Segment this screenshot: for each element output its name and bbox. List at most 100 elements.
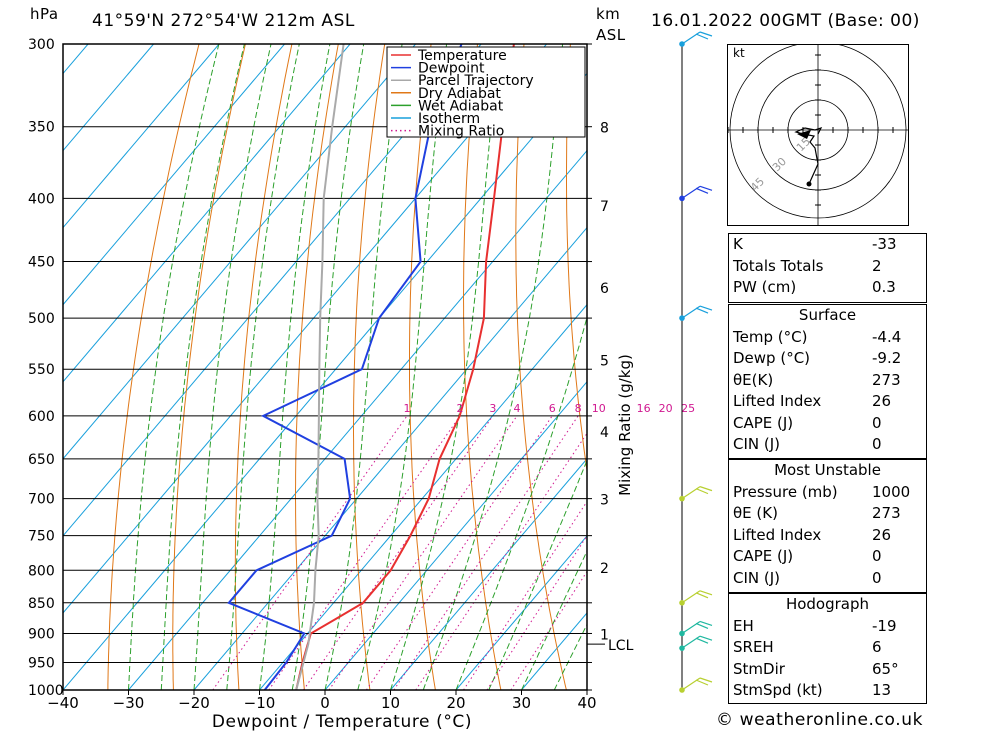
mu-cape-row: CAPE (J) 0 bbox=[729, 546, 926, 568]
most-unstable-table: Most Unstable Pressure (mb) 1000 θE (K) 27… bbox=[728, 459, 927, 593]
wind-barb bbox=[681, 620, 713, 634]
surface-theta-e-value: 273 bbox=[872, 370, 901, 389]
wet-adiabat-line bbox=[291, 44, 365, 690]
mu-cin-value: 0 bbox=[872, 568, 882, 587]
legend-entry: Isotherm bbox=[418, 111, 480, 127]
temperature-tick-label: 10 bbox=[381, 694, 400, 712]
pressure-tick-label: 650 bbox=[28, 452, 55, 468]
height-km-tick-label: 5 bbox=[600, 353, 609, 369]
isotherm-line bbox=[63, 44, 285, 306]
wet-adiabat-line bbox=[488, 459, 587, 690]
mu-li-label: Lifted Index bbox=[733, 525, 822, 544]
stmdir-row: StmDir 65° bbox=[729, 659, 926, 681]
mixing-ratio-line bbox=[303, 415, 494, 690]
mu-theta-e-label: θE (K) bbox=[733, 504, 778, 522]
dry-adiabat-line bbox=[295, 44, 339, 690]
surface-dewp-row: Dewp (°C) -9.2 bbox=[729, 348, 926, 370]
legend-entry: Temperature bbox=[417, 48, 507, 64]
stmspd-value: 13 bbox=[872, 681, 892, 699]
hodograph-unit: kt bbox=[733, 46, 745, 60]
pressure-tick-label: 500 bbox=[28, 311, 55, 327]
mu-theta-e-row: θE (K) 273 bbox=[729, 503, 926, 525]
wind-barb bbox=[681, 305, 713, 319]
temperature-tick-label: 30 bbox=[512, 694, 531, 712]
legend-box bbox=[386, 46, 586, 138]
mixing-ratio-line bbox=[365, 415, 553, 690]
mu-theta-e-value: 273 bbox=[872, 504, 901, 522]
surface-theta-e-row: θE(K) 273 bbox=[729, 370, 926, 392]
height-unit-label: km bbox=[596, 5, 621, 23]
pressure-tick-label: 600 bbox=[28, 409, 55, 425]
legend-entry: Dry Adiabat bbox=[418, 86, 501, 102]
dry-adiabat-line bbox=[234, 44, 293, 690]
mu-pressure-value: 1000 bbox=[872, 482, 911, 501]
legend-entry: Dewpoint bbox=[418, 61, 485, 77]
legend-entry: Wet Adiabat bbox=[418, 98, 504, 114]
k-index-row: K -33 bbox=[729, 234, 926, 256]
mixing-ratio-line bbox=[268, 415, 461, 690]
eh-row: EH -19 bbox=[729, 616, 926, 638]
eh-value: -19 bbox=[872, 616, 897, 635]
wet-adiabat-line bbox=[193, 44, 272, 690]
mixing-ratio-tick-label: 8 bbox=[575, 402, 582, 415]
pressure-tick-label: 300 bbox=[28, 37, 55, 53]
temperature-tick-label: −40 bbox=[47, 694, 79, 712]
hodograph-stats-title: Hodograph bbox=[785, 595, 870, 613]
height-km-tick-label: 8 bbox=[600, 121, 609, 137]
mixing-ratio-tick-label: 3 bbox=[489, 402, 496, 415]
surface-theta-e-label: θE(K) bbox=[733, 370, 774, 389]
pressure-tick-label: 350 bbox=[28, 120, 55, 136]
pw-value: 0.3 bbox=[872, 278, 896, 296]
surface-temp-row: Temp (°C) -4.4 bbox=[729, 327, 926, 349]
pressure-unit-label: hPa bbox=[30, 5, 59, 23]
wind-barb bbox=[681, 677, 713, 691]
mu-cape-label: CAPE (J) bbox=[733, 547, 794, 565]
mixing-ratio-line bbox=[212, 415, 408, 690]
temperature-tick-label: 40 bbox=[577, 694, 596, 712]
mixing-ratio-tick-label: 4 bbox=[513, 402, 520, 415]
temperature-tick-label: −10 bbox=[244, 694, 276, 712]
totals-totals-value: 2 bbox=[872, 256, 882, 275]
legend-entry: Parcel Trajectory bbox=[418, 73, 534, 89]
pw-row: PW (cm) 0.3 bbox=[729, 277, 926, 299]
mixing-ratio-line bbox=[415, 432, 587, 690]
stmdir-value: 65° bbox=[872, 659, 899, 678]
surface-li-label: Lifted Index bbox=[733, 392, 822, 410]
isotherm-line bbox=[128, 149, 587, 690]
wet-adiabat-line bbox=[259, 44, 331, 690]
mixing-ratio-line bbox=[486, 534, 587, 690]
height-km-tick-label: 7 bbox=[600, 199, 609, 215]
surface-title: Surface bbox=[798, 306, 857, 324]
mixing-ratio-tick-label: 25 bbox=[681, 402, 695, 415]
mixing-ratio-tick-label: 16 bbox=[637, 402, 651, 415]
isotherm-line bbox=[63, 44, 416, 460]
sreh-value: 6 bbox=[872, 638, 882, 656]
pressure-tick-label: 900 bbox=[28, 626, 55, 642]
stmdir-label: StmDir bbox=[733, 659, 785, 678]
parcel-trajectory-profile bbox=[295, 44, 345, 690]
mu-pressure-row: Pressure (mb) 1000 bbox=[729, 482, 926, 504]
credit-link[interactable]: © weatheronline.co.uk bbox=[716, 710, 924, 730]
wind-barb bbox=[681, 31, 713, 45]
mixing-ratio-tick-label: 2 bbox=[457, 402, 464, 415]
mixing-ratio-tick-label: 20 bbox=[659, 402, 673, 415]
height-unit-asl-label: ASL bbox=[596, 26, 626, 44]
isotherm-line bbox=[63, 44, 220, 229]
dry-adiabat-line bbox=[107, 44, 200, 690]
wet-adiabat-line bbox=[160, 44, 245, 690]
surface-cin-label: CIN (J) bbox=[733, 435, 781, 453]
wet-adiabat-line bbox=[324, 44, 403, 690]
mu-li-value: 26 bbox=[872, 525, 892, 544]
lcl-label: LCL bbox=[608, 638, 634, 654]
temperature-tick-label: −20 bbox=[178, 694, 210, 712]
mu-cape-value: 0 bbox=[872, 547, 882, 565]
wet-adiabat-line bbox=[128, 44, 220, 690]
sreh-label: SREH bbox=[733, 638, 774, 656]
most-unstable-title: Most Unstable bbox=[774, 461, 881, 479]
height-km-tick-label: 4 bbox=[600, 425, 609, 441]
mu-li-row: Lifted Index 26 bbox=[729, 525, 926, 547]
dry-adiabat-line bbox=[172, 44, 246, 690]
temperature-tick-label: −30 bbox=[113, 694, 145, 712]
pressure-tick-label: 400 bbox=[28, 191, 55, 207]
